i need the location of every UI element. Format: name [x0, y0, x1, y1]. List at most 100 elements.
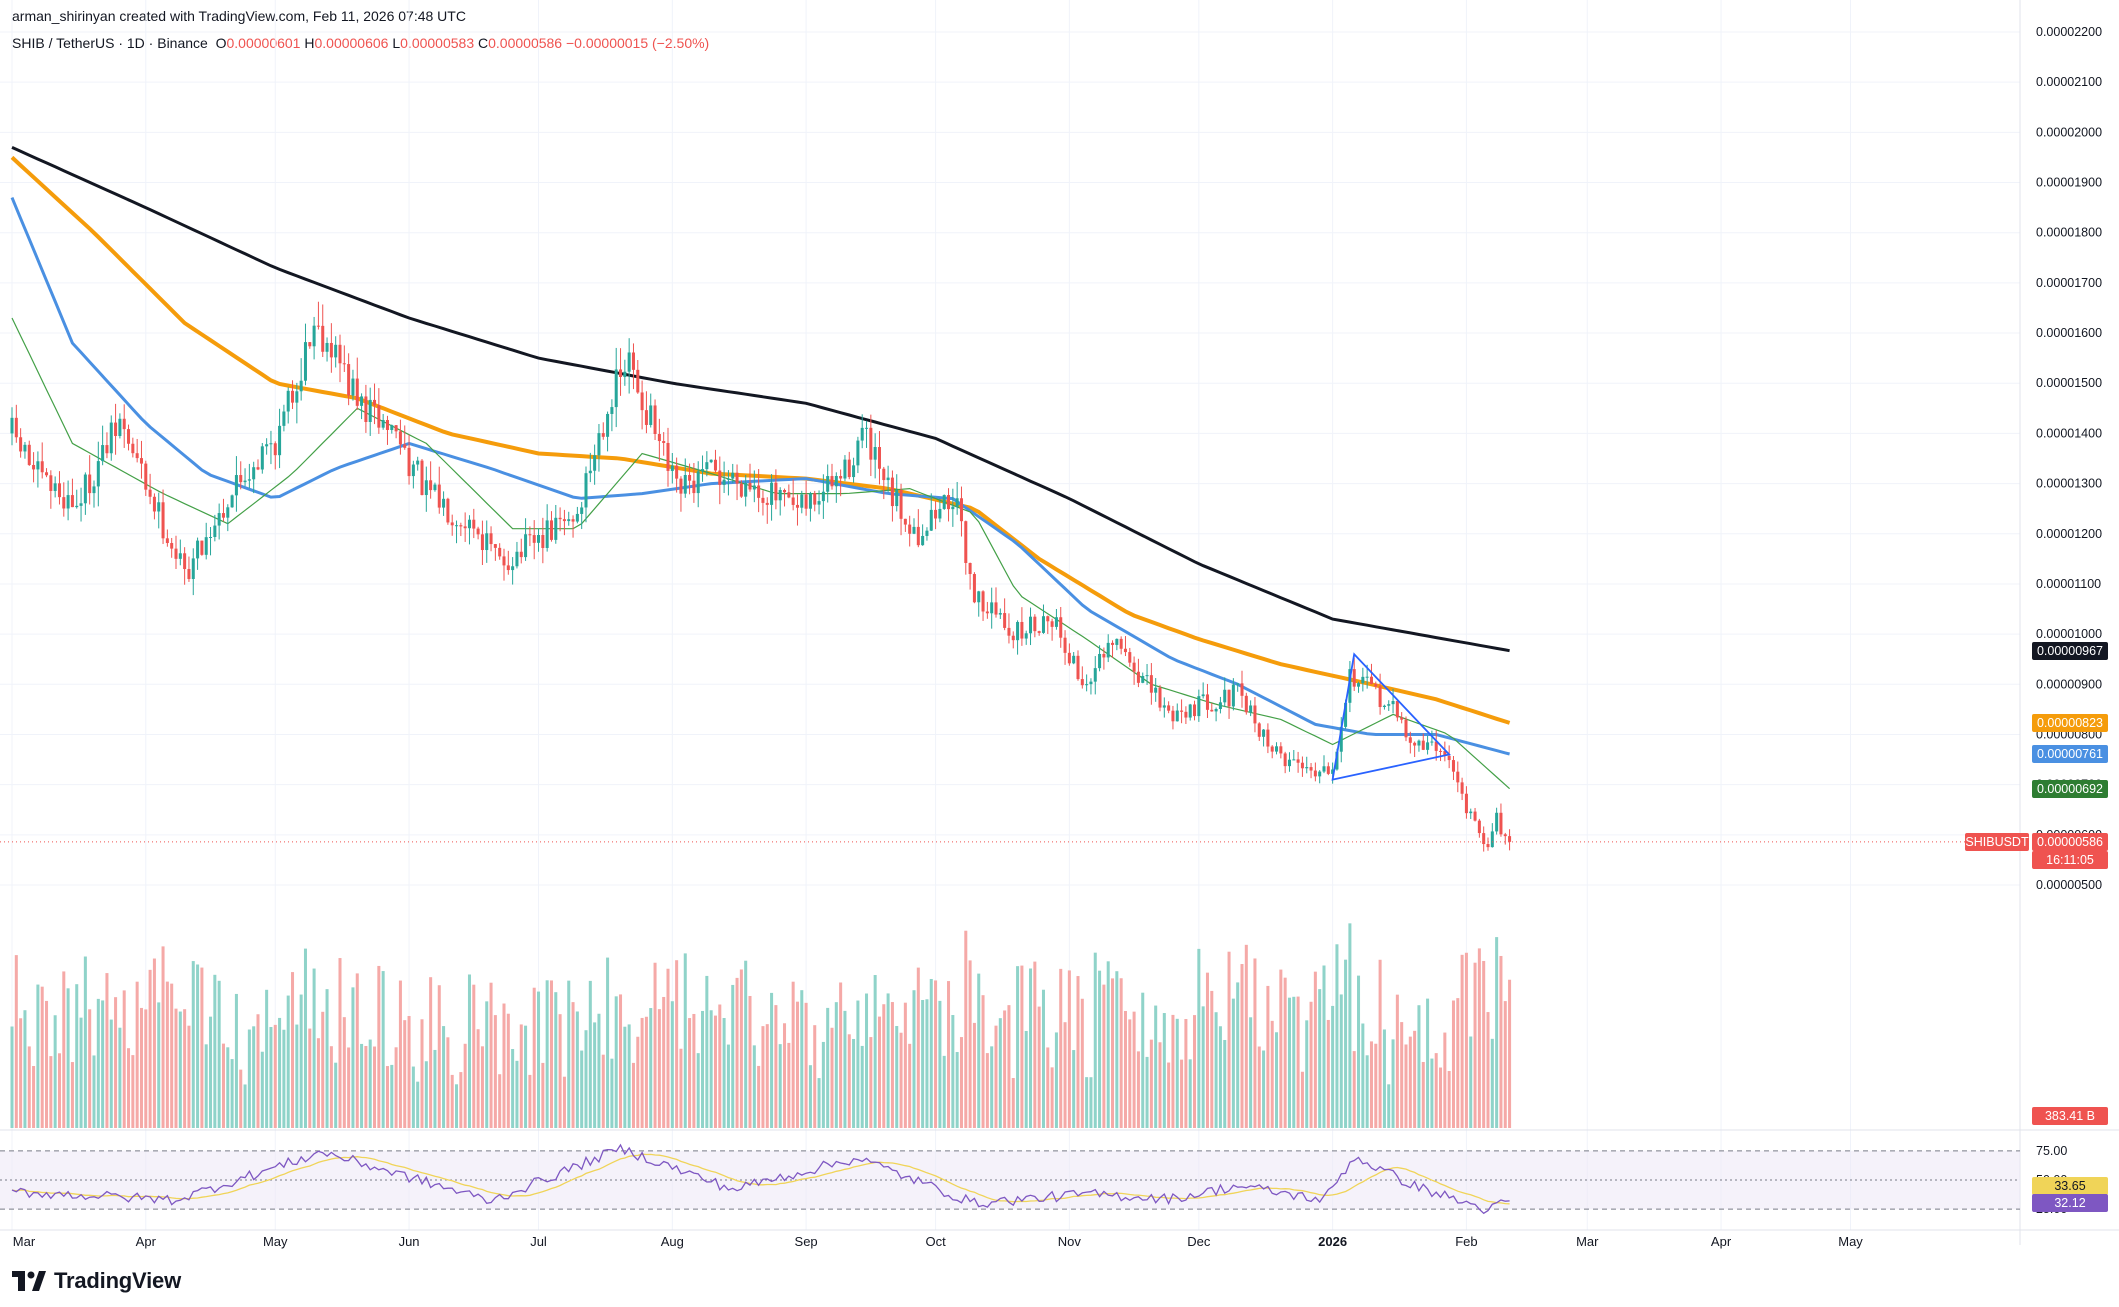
price-tick-label: 0.00002200 [2036, 25, 2102, 39]
volume-bar [187, 1025, 191, 1128]
time-tick-label: Mar [1576, 1234, 1599, 1249]
candle-body [619, 369, 623, 378]
candle-body [204, 537, 208, 555]
candle-body [394, 425, 398, 432]
candle-body [459, 525, 463, 527]
volume-bar [1188, 1059, 1192, 1128]
volume-bar [994, 1025, 998, 1128]
candle-body [442, 498, 446, 508]
candle-body [1115, 638, 1119, 645]
candle-body [1102, 653, 1106, 658]
candle-body [27, 444, 31, 465]
tradingview-logo-icon [12, 1271, 46, 1291]
candle-body [1029, 616, 1033, 634]
candle-body [1300, 762, 1304, 769]
candle-body [977, 591, 981, 603]
volume-bar [308, 1028, 312, 1128]
candle-body [584, 473, 588, 508]
volume-bar [273, 1024, 277, 1128]
candle-body [1313, 770, 1317, 777]
candle-body [916, 526, 920, 546]
candle-body [1266, 729, 1270, 747]
candle-body [731, 472, 735, 479]
candle-body [234, 475, 238, 496]
candle-body [1171, 710, 1175, 722]
candle-body [808, 493, 812, 509]
candle-body [334, 344, 338, 358]
candle-body [817, 501, 821, 505]
candle-body [735, 472, 739, 484]
candle-body [303, 342, 307, 381]
candle-body [1041, 616, 1045, 633]
candle-body [1253, 705, 1257, 724]
volume-bar [355, 973, 359, 1128]
volume-bar [1080, 998, 1084, 1128]
candle-body [316, 325, 320, 327]
volume-bar [895, 1025, 899, 1128]
candle-body [36, 461, 40, 470]
volume-bar [1300, 1071, 1304, 1128]
candle-body [282, 411, 286, 426]
candle-body [1067, 652, 1071, 664]
candlesticks [10, 301, 1512, 852]
candle-body [765, 502, 769, 505]
volume-bar [260, 1051, 264, 1128]
volume-bar [10, 1026, 14, 1128]
volume-bar [191, 961, 195, 1128]
candle-body [347, 364, 351, 396]
volume-bar [291, 972, 295, 1128]
volume-bar [278, 1017, 282, 1128]
candle-body [174, 548, 178, 559]
candle-body [1473, 811, 1477, 821]
volume-bar [204, 1044, 208, 1128]
candle-body [1408, 737, 1412, 743]
candle-body [291, 390, 295, 403]
tradingview-logo[interactable]: TradingView [12, 1266, 181, 1296]
volume-bar [1287, 997, 1291, 1128]
volume-bar [1115, 971, 1119, 1128]
volume-bar [804, 1002, 808, 1128]
candle-body [152, 496, 156, 512]
volume-bar [567, 980, 571, 1128]
candle-body [1158, 687, 1162, 708]
volume-bar [1395, 994, 1399, 1128]
volume-bar [1201, 1006, 1205, 1128]
volume-bar [821, 1041, 825, 1128]
candle-body [1400, 717, 1404, 720]
volume-bar [45, 1000, 49, 1128]
volume-bar [545, 980, 549, 1128]
volume-bar [886, 993, 890, 1128]
candle-body [713, 459, 717, 471]
candle-body [416, 460, 420, 465]
symmetrical-triangle [1331, 652, 1451, 781]
candle-body [597, 433, 601, 456]
volume-bar [1378, 959, 1382, 1128]
price-tick-label: 0.00001000 [2036, 627, 2102, 641]
volume-bar [83, 956, 87, 1128]
volume-bar [1499, 955, 1503, 1128]
candle-body [1085, 684, 1089, 686]
candle-body [908, 524, 912, 534]
candle-body [196, 540, 200, 559]
volume-bar [1253, 958, 1257, 1128]
volume-bar [170, 983, 174, 1128]
candle-body [541, 535, 545, 548]
symbol-name[interactable]: SHIB / TetherUS · 1D · Binance [12, 35, 208, 51]
volume-bar [670, 1001, 674, 1128]
volume-bar [1357, 975, 1361, 1128]
candle-body [455, 525, 459, 527]
candle-body [921, 535, 925, 546]
candle-body [757, 485, 761, 498]
volume-bar [852, 1038, 856, 1128]
volume-bar [515, 1060, 519, 1128]
candle-body [1344, 702, 1348, 727]
volume-bar [657, 1009, 661, 1128]
volume-bar [524, 1025, 528, 1128]
volume-bar [165, 981, 169, 1128]
candle-body [834, 475, 838, 487]
volume-bar [1318, 989, 1322, 1128]
candle-body [14, 417, 18, 438]
triangle-pattern [1331, 652, 1451, 781]
volume-bar [511, 1049, 515, 1128]
